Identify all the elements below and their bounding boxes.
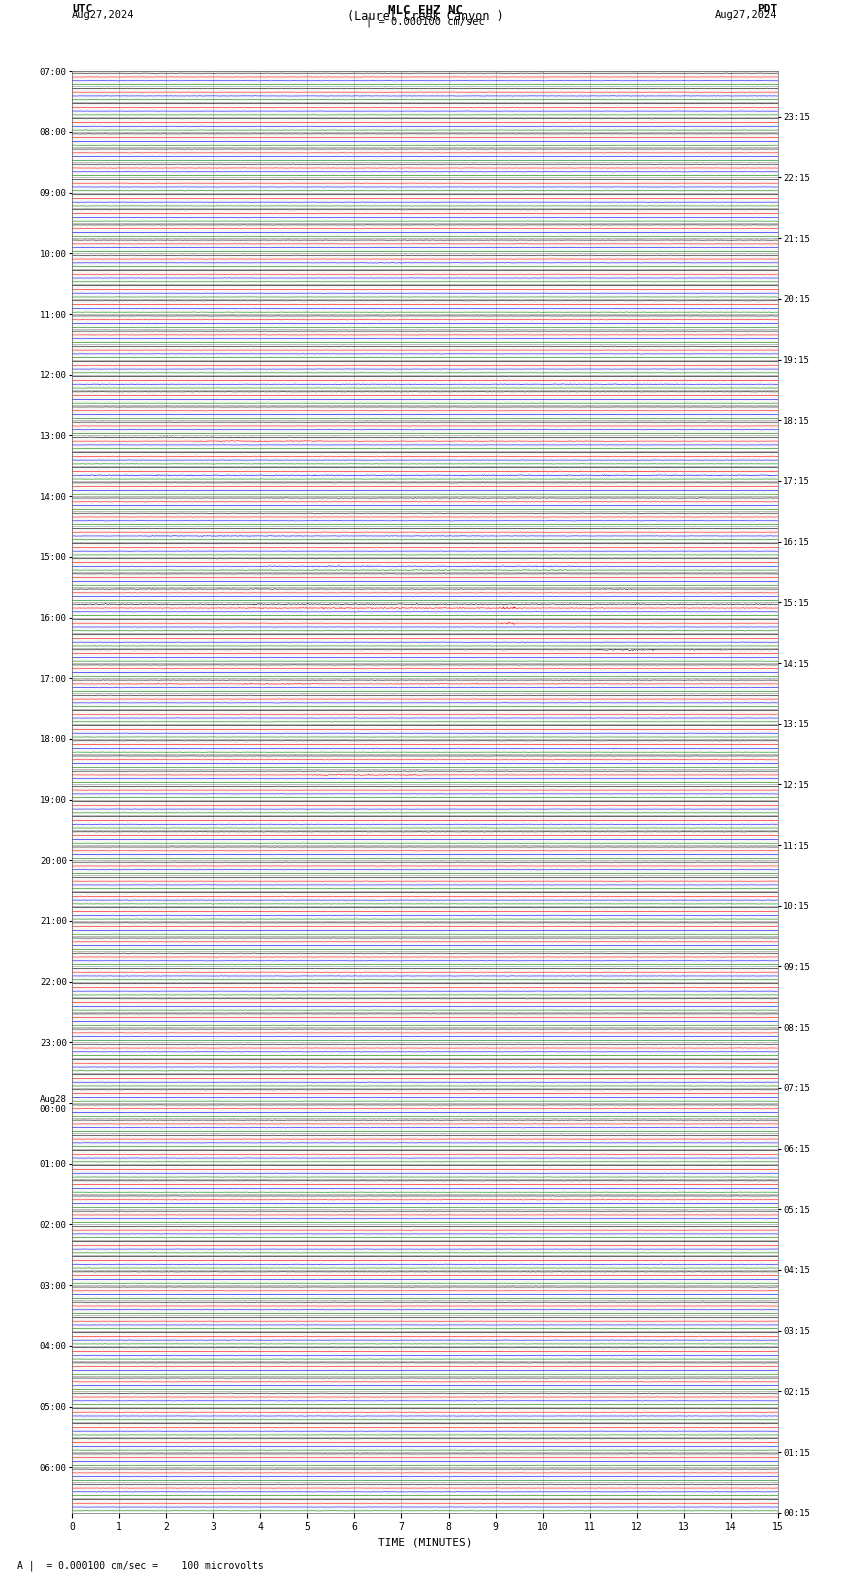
X-axis label: TIME (MINUTES): TIME (MINUTES) [377,1538,473,1548]
Text: PDT: PDT [757,3,778,14]
Text: UTC: UTC [72,3,93,14]
Text: | = 0.000100 cm/sec: | = 0.000100 cm/sec [366,16,484,27]
Text: (Laurel Creek Canyon ): (Laurel Creek Canyon ) [347,10,503,24]
Text: Aug27,2024: Aug27,2024 [72,10,135,21]
Text: MLC EHZ NC: MLC EHZ NC [388,3,462,17]
Text: Aug27,2024: Aug27,2024 [715,10,778,21]
Text: A |  = 0.000100 cm/sec =    100 microvolts: A | = 0.000100 cm/sec = 100 microvolts [17,1560,264,1571]
